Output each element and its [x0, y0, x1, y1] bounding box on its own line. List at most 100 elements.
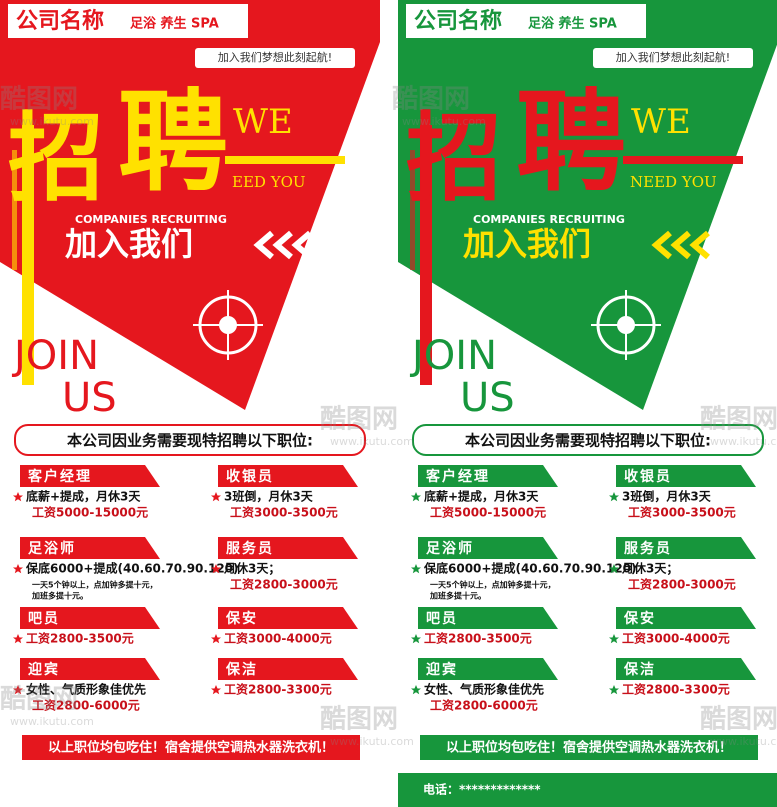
watermark-url: www.ikutu.com — [330, 735, 414, 748]
job-line: 工资3000-4000元 — [622, 631, 730, 646]
header-shape — [0, 0, 380, 410]
services: 足浴 养生 SPA — [130, 16, 219, 32]
need-you: EED YOU — [232, 173, 306, 191]
job-tab — [418, 465, 558, 487]
job-tab — [20, 607, 160, 629]
title-char: 招 — [8, 102, 104, 214]
watermark-url: www.ikutu.com — [402, 115, 486, 128]
watermark-logo: 酷图网 — [320, 705, 398, 735]
header-shape — [398, 0, 777, 410]
job-line: 底薪+提成，月休3天 — [26, 489, 141, 504]
job-line: 3班倒，月休3天 — [224, 489, 314, 504]
bullet-star — [211, 634, 221, 644]
job-line: 工资2800-3500元 — [26, 631, 134, 646]
watermark-url: www.ikutu.com — [10, 115, 94, 128]
slogan-box — [195, 48, 355, 68]
job-line: 工资3000-3500元 — [628, 505, 736, 520]
subtitle-cn: 加入我们 — [65, 225, 193, 263]
watermark-logo: 酷图网 — [0, 685, 78, 715]
bullet-star — [13, 492, 23, 502]
job-title: 客户经理 — [425, 468, 490, 485]
subtitle-en: COMPANIES RECRUITING — [75, 213, 227, 226]
join: JOIN — [11, 333, 99, 379]
job-title: 吧员 — [28, 611, 60, 627]
job-title: 收银员 — [624, 468, 672, 485]
job-tab — [20, 658, 160, 680]
bullet-star — [13, 634, 23, 644]
job-line: 月休3天； — [621, 561, 678, 576]
job-title: 保洁 — [623, 661, 656, 678]
watermark-url: www.ikutu.com — [10, 715, 94, 728]
poster: 公司名称 足浴 养生 SPA 加入我们梦想此刻起航! 招聘 WE NEED YOU COMP… — [398, 0, 777, 807]
bullet-star — [13, 685, 23, 695]
crosshair-lines — [591, 290, 661, 360]
company-name: 公司名称 — [414, 8, 502, 34]
us: US — [460, 375, 515, 421]
job-tab — [218, 658, 358, 680]
job-line: 工资3000-3500元 — [230, 505, 338, 520]
bullet-star — [211, 564, 221, 574]
watermark-url: www.ikutu.com — [710, 735, 777, 748]
bullet-star — [211, 685, 221, 695]
job-line: 工资5000-15000元 — [430, 505, 546, 520]
title-bar — [623, 156, 743, 164]
poster: 公司名称 足浴 养生 SPA 加入我们梦想此刻起航! 招聘 WE EED YOU COMPA… — [0, 0, 380, 807]
job-title: 收银员 — [226, 468, 274, 485]
bullet-star — [609, 685, 619, 695]
job-line: 3班倒，月休3天 — [622, 489, 712, 504]
job-line: 加班多提十元。 — [429, 591, 486, 601]
bullet-star — [411, 685, 421, 695]
us: US — [62, 375, 117, 421]
we: WE — [631, 102, 691, 142]
job-line: 工资3000-4000元 — [224, 631, 332, 646]
watermark-url: www.ikutu.com — [330, 435, 414, 448]
intro: 本公司因业务需要现特招聘以下职位: — [465, 432, 711, 450]
job-title: 服务员 — [624, 540, 672, 557]
bullet-star — [609, 564, 619, 574]
job-tab — [20, 537, 160, 559]
job-line: 工资2800-3000元 — [230, 577, 338, 592]
contact-bar — [398, 773, 777, 807]
watermark-logo: 酷图网 — [700, 405, 777, 435]
watermark-logo: 酷图网 — [320, 405, 398, 435]
chevron — [272, 230, 293, 260]
job-tab — [20, 465, 160, 487]
chevron — [651, 230, 672, 260]
job-line: 工资2800-6000元 — [430, 698, 538, 713]
chevron — [291, 230, 312, 260]
bullet-star — [411, 564, 421, 574]
bullet-star — [609, 634, 619, 644]
crosshair-lines — [193, 290, 263, 360]
chevron — [689, 230, 710, 260]
title-char: 招 — [406, 102, 502, 214]
job-line: 工资2800-3300元 — [622, 682, 730, 697]
footer-bar — [420, 735, 758, 760]
intro-box — [14, 424, 366, 456]
accent-bar — [12, 150, 17, 270]
job-title: 迎宾 — [28, 661, 60, 678]
accent-bar — [410, 150, 415, 270]
subtitle-en: COMPANIES RECRUITING — [473, 213, 625, 226]
job-tab — [418, 537, 558, 559]
job-line: 加班多提十元。 — [31, 591, 88, 601]
company-box — [8, 4, 248, 38]
job-line: 保底6000+提成(40.60.70.90.120) — [25, 561, 239, 576]
title-bar — [225, 156, 345, 164]
bullet-star — [211, 492, 221, 502]
footer: 以上职位均包吃住！宿舍提供空调热水器洗衣机！ — [48, 740, 334, 756]
job-title: 足浴师 — [426, 540, 474, 557]
bullet-star — [411, 634, 421, 644]
slogan: 加入我们梦想此刻起航! — [218, 50, 332, 64]
watermark-logo: 酷图网 — [700, 705, 777, 735]
job-tab — [616, 465, 756, 487]
watermark-url: www.ikutu.com — [710, 435, 777, 448]
job-title: 迎宾 — [426, 661, 458, 678]
job-tab — [218, 465, 358, 487]
job-line: 一天5个钟以上，点加钟多提十元， — [430, 580, 556, 590]
job-line: 工资2800-3000元 — [628, 577, 736, 592]
job-line: 女性、气质形象佳优先 — [424, 682, 544, 697]
slogan: 加入我们梦想此刻起航! — [616, 50, 730, 64]
job-title: 足浴师 — [28, 540, 76, 557]
